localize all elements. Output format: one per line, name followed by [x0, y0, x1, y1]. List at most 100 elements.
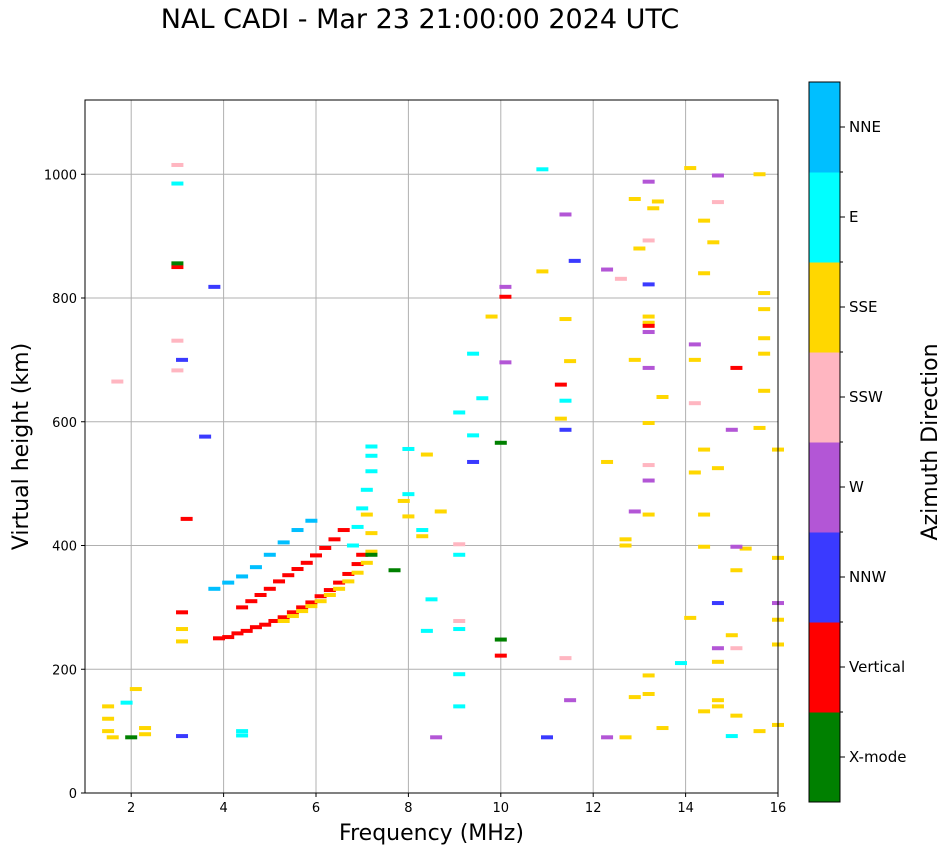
- data-point: [467, 459, 480, 464]
- data-point: [684, 615, 697, 620]
- y-axis-label: Virtual height (km): [9, 343, 34, 550]
- data-point: [416, 534, 429, 539]
- data-point: [249, 625, 262, 630]
- trace: [346, 444, 378, 548]
- data-point: [319, 545, 332, 550]
- data-point: [314, 594, 327, 599]
- data-point: [365, 549, 378, 554]
- data-point: [698, 709, 711, 714]
- trace: [208, 518, 318, 591]
- data-point: [171, 338, 184, 343]
- data-point: [176, 357, 189, 362]
- trace: [102, 704, 152, 740]
- data-point: [129, 687, 142, 692]
- data-point: [476, 396, 489, 401]
- data-point: [420, 452, 433, 457]
- data-point: [365, 531, 378, 536]
- data-point: [231, 631, 244, 636]
- colorbar-tick-label: SSW: [849, 388, 883, 406]
- data-point: [236, 605, 249, 610]
- data-point: [559, 317, 572, 322]
- data-point: [310, 553, 322, 558]
- data-point: [628, 357, 641, 362]
- data-point: [688, 470, 701, 475]
- data-point: [619, 537, 632, 542]
- data-point: [559, 656, 572, 661]
- data-point: [176, 627, 189, 632]
- data-point: [656, 726, 669, 731]
- data-point: [536, 167, 549, 172]
- data-point: [628, 695, 641, 700]
- x-tick-label: 10: [493, 801, 510, 816]
- data-point: [559, 427, 572, 432]
- data-point: [402, 514, 415, 519]
- data-point: [656, 395, 669, 399]
- x-axis-label: Frequency (MHz): [339, 821, 524, 846]
- y-tick-label: 600: [52, 416, 77, 431]
- data-point: [758, 388, 771, 393]
- data-point: [171, 181, 184, 186]
- trace: [277, 512, 378, 623]
- data-point: [564, 698, 577, 703]
- data-point: [633, 246, 646, 251]
- y-tick-label: 1000: [44, 168, 77, 183]
- data-point: [541, 735, 553, 740]
- data-point: [711, 601, 724, 606]
- data-point: [601, 459, 614, 464]
- data-point: [139, 732, 152, 737]
- data-point: [434, 509, 447, 514]
- data-point: [725, 633, 738, 638]
- data-point: [494, 653, 507, 658]
- data-point: [698, 544, 711, 549]
- data-point: [651, 199, 664, 204]
- data-point: [485, 314, 498, 319]
- data-point: [674, 661, 687, 666]
- data-point: [222, 580, 235, 585]
- data-point: [554, 416, 567, 421]
- data-point: [106, 735, 119, 740]
- x-tick-label: 12: [585, 801, 602, 816]
- x-tick-label: 8: [404, 801, 412, 816]
- colorbar-tick-label: NNE: [849, 118, 881, 136]
- data-point: [453, 542, 466, 547]
- data-point: [236, 733, 249, 738]
- y-tick-label: 800: [52, 292, 77, 307]
- data-point: [171, 261, 184, 266]
- data-point: [494, 637, 507, 642]
- data-point: [402, 492, 415, 497]
- y-tick-label: 200: [52, 663, 77, 678]
- x-tick-label: 6: [312, 801, 320, 816]
- data-point: [642, 330, 655, 335]
- data-point: [259, 622, 272, 627]
- colorbar-tick-label: SSE: [849, 298, 878, 316]
- data-point: [642, 282, 655, 287]
- data-point: [619, 543, 632, 548]
- grid-lines: [85, 100, 779, 794]
- data-point: [499, 360, 512, 365]
- data-point: [328, 537, 341, 542]
- data-point: [647, 206, 660, 211]
- data-point: [730, 544, 743, 549]
- data-point: [753, 172, 766, 177]
- data-point: [642, 420, 655, 425]
- data-point: [453, 552, 466, 557]
- colorbar-segment: [809, 82, 840, 173]
- colorbar-segment: [809, 442, 840, 533]
- data-point: [601, 735, 614, 740]
- data-point: [758, 351, 771, 356]
- data-point: [711, 698, 724, 703]
- data-point: [758, 307, 771, 312]
- data-point: [222, 635, 235, 640]
- data-point: [711, 173, 724, 178]
- data-point: [240, 628, 253, 633]
- data-point: [536, 269, 549, 274]
- data-point: [102, 716, 115, 721]
- data-point: [365, 444, 378, 449]
- trace: [171, 265, 743, 658]
- data-point: [730, 365, 743, 370]
- data-point: [268, 618, 281, 623]
- data-point: [263, 586, 276, 591]
- data-point: [416, 528, 429, 533]
- data-point: [323, 588, 336, 593]
